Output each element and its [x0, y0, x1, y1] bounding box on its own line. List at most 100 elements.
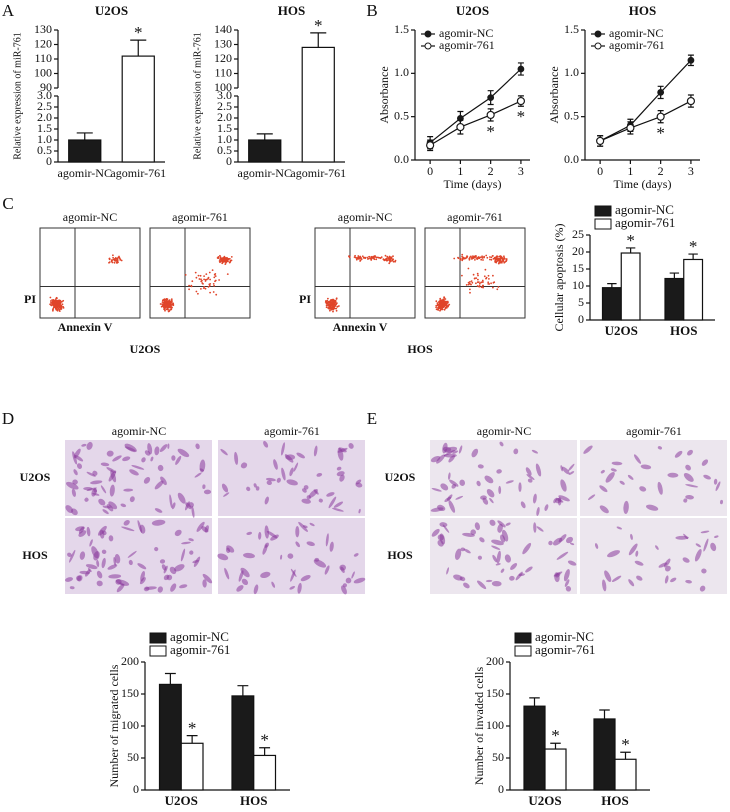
- cell: [683, 498, 688, 503]
- bar: [601, 287, 622, 321]
- flow-event: [379, 257, 382, 260]
- flow-event: [440, 305, 443, 308]
- cell: [611, 575, 622, 582]
- cell: [332, 507, 344, 512]
- flow-event: [213, 284, 216, 287]
- cell: [253, 483, 257, 488]
- flow-event: [464, 257, 467, 260]
- cell: [298, 521, 308, 532]
- bar: [301, 46, 335, 163]
- significance: *: [626, 231, 635, 250]
- flow-event: [462, 256, 465, 259]
- cell: [91, 488, 97, 497]
- cell: [339, 474, 345, 482]
- flow-x-label: Annexin V: [333, 320, 388, 334]
- cell: [100, 485, 107, 494]
- flow-event: [485, 276, 488, 279]
- flow-event: [335, 307, 338, 310]
- flow-event: [203, 275, 206, 277]
- flow-event: [503, 261, 506, 264]
- flow-column-label: agomir-761: [447, 210, 503, 224]
- flow-event: [200, 288, 202, 290]
- cell: [544, 504, 549, 511]
- cell: [174, 564, 185, 572]
- flow-event: [501, 258, 504, 261]
- flow-event: [460, 258, 462, 260]
- x-tick-label: HOS: [601, 793, 628, 808]
- flow-event: [230, 256, 233, 258]
- cell: [188, 538, 194, 542]
- line: [429, 100, 522, 146]
- cell: [535, 463, 542, 477]
- flow-event: [470, 280, 473, 282]
- cell: [285, 454, 296, 461]
- flow-event: [366, 256, 369, 259]
- flow-event: [169, 305, 172, 308]
- flow-event: [392, 258, 395, 261]
- cell: [121, 526, 135, 532]
- flow-event: [356, 257, 358, 260]
- cell: [194, 472, 202, 478]
- y-tick-label: 130: [214, 36, 232, 50]
- flow-event: [219, 260, 222, 262]
- flow-event: [474, 259, 476, 261]
- flow-event: [476, 258, 479, 260]
- cell: [486, 488, 495, 498]
- cell: [295, 526, 300, 538]
- bar: [68, 139, 102, 163]
- cell: [84, 497, 89, 502]
- cell: [301, 498, 311, 504]
- flow-event: [333, 301, 336, 304]
- flow-event: [171, 306, 173, 309]
- flow-event: [457, 257, 460, 260]
- y-tick-label: 200: [486, 654, 504, 668]
- flow-event: [56, 303, 58, 305]
- y-tick-label: 20: [572, 244, 584, 258]
- cell: [65, 505, 74, 514]
- cell: [670, 577, 677, 583]
- cell: [86, 441, 93, 450]
- point: [517, 65, 525, 73]
- flow-event: [191, 280, 194, 283]
- flow-event: [207, 286, 210, 288]
- x-tick-label: 0: [427, 164, 433, 178]
- cell: [687, 449, 693, 456]
- cell: [526, 474, 535, 480]
- flow-event: [497, 286, 500, 288]
- cell: [240, 567, 250, 578]
- y-tick-label: 100: [214, 80, 232, 94]
- flow-event: [330, 306, 333, 308]
- y-tick-label: 150: [486, 686, 504, 700]
- image-row-label: HOS: [22, 548, 48, 562]
- flow-event: [435, 304, 438, 307]
- cell: [225, 547, 231, 554]
- y-tick-label: 100: [486, 718, 504, 732]
- cell: [167, 443, 170, 449]
- y-tick-label: 110: [214, 65, 232, 79]
- flow-event: [211, 269, 214, 271]
- cell: [703, 538, 709, 552]
- flow-event: [489, 256, 491, 258]
- cell: [639, 486, 647, 492]
- cell: [482, 497, 489, 505]
- cell: [497, 523, 503, 533]
- flow-event: [163, 301, 166, 304]
- flow-event: [332, 308, 334, 311]
- cell: [664, 565, 671, 572]
- y-axis-label: Absorbance: [547, 66, 561, 123]
- cell: [358, 508, 361, 514]
- y-tick-label: 0.5: [564, 108, 579, 122]
- x-tick-label: 2: [488, 164, 494, 178]
- flow-event: [435, 300, 438, 303]
- cell: [108, 501, 118, 510]
- cell: [536, 526, 544, 532]
- flow-event: [348, 256, 351, 258]
- flow-event: [392, 255, 394, 258]
- flow-event: [461, 253, 464, 256]
- chart-title: HOS: [629, 3, 656, 18]
- cell: [536, 506, 540, 517]
- flow-event: [444, 298, 447, 300]
- flow-event: [442, 303, 444, 306]
- flow-event: [474, 277, 476, 280]
- flow-event: [391, 259, 394, 262]
